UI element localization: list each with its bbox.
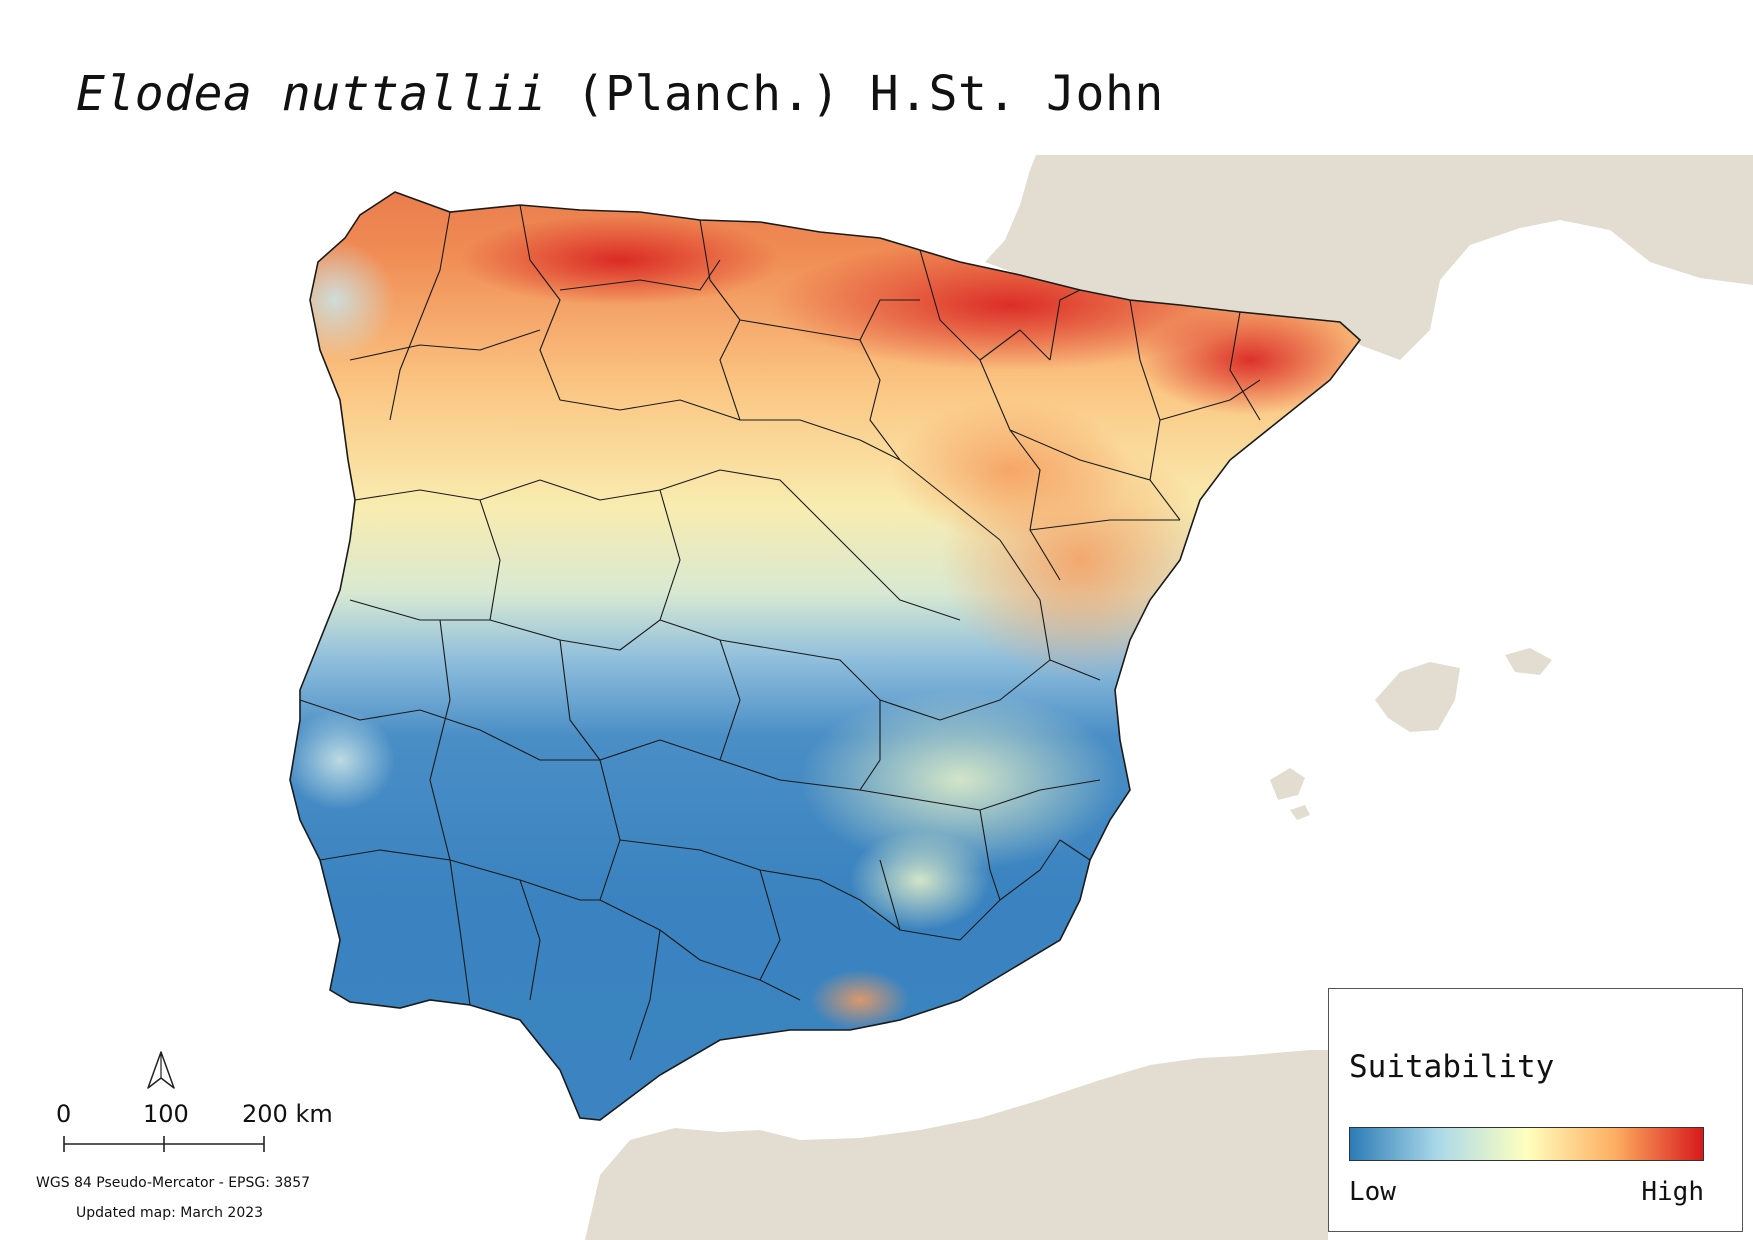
- scale-label-0: 0: [56, 1100, 72, 1128]
- legend-high-label: High: [1641, 1177, 1704, 1207]
- scale-bar: 0 100 200 km: [52, 1096, 352, 1156]
- map-title: Elodea nuttallii (Planch.) H.St. John: [76, 66, 1164, 122]
- legend-title: Suitability: [1349, 1049, 1555, 1085]
- scale-label-100: 100: [143, 1100, 189, 1128]
- scale-label-200: 200 km: [242, 1100, 333, 1128]
- province-borders: [299, 204, 1261, 1061]
- iberia-coastline: [289, 191, 1362, 1121]
- france-landmass: [985, 155, 1753, 360]
- scale-bar-line: [63, 1136, 265, 1152]
- legend-low-label: Low: [1349, 1177, 1396, 1207]
- menorca-island: [1505, 648, 1552, 675]
- ibiza-island: [1270, 768, 1305, 800]
- africa-landmass: [585, 1050, 1328, 1240]
- crs-label: WGS 84 Pseudo-Mercator - EPSG: 3857: [36, 1175, 311, 1191]
- legend-color-ramp: [1349, 1127, 1704, 1161]
- legend: Suitability Low High: [1328, 988, 1743, 1232]
- updated-label: Updated map: March 2023: [76, 1205, 264, 1221]
- mallorca-island: [1375, 662, 1460, 732]
- species-name: Elodea nuttallii: [76, 66, 547, 122]
- formentera-island: [1290, 805, 1310, 820]
- species-authority: (Planch.) H.St. John: [575, 66, 1164, 122]
- north-arrow-icon: [147, 1051, 175, 1089]
